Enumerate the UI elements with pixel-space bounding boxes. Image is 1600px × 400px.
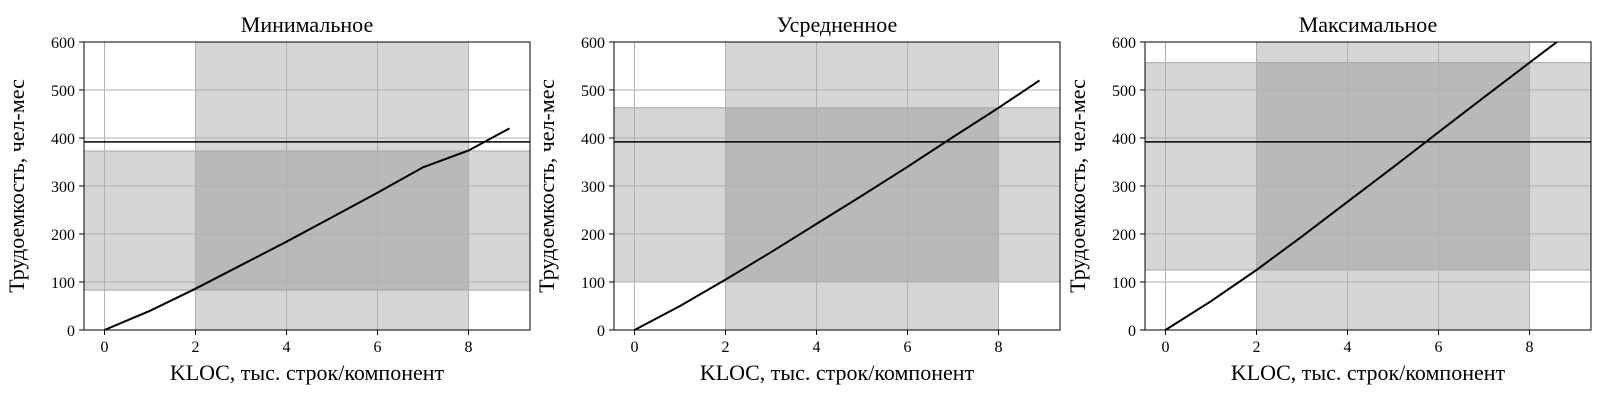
x-tick-label: 6 (904, 339, 912, 356)
x-tick-label: 6 (1435, 339, 1443, 356)
chart-panel-3: 0 2 4 6 8 0 100 200 300 400 500 600 Максимальное KLOC… (1065, 12, 1592, 385)
y-tick-label: 400 (581, 131, 605, 148)
y-tick-label: 200 (51, 227, 75, 244)
y-tick-label: 600 (581, 35, 605, 52)
y-tick-label: 300 (51, 179, 75, 196)
x-tick-label: 2 (722, 339, 730, 356)
y-tick-label: 0 (597, 323, 605, 340)
y-tick-label: 500 (581, 83, 605, 100)
band-overlap (195, 150, 469, 291)
y-tick-label: 100 (1112, 275, 1136, 292)
x-tick-label: 4 (813, 339, 821, 356)
x-tick-label: 8 (995, 339, 1003, 356)
effort-curve (1164, 42, 1558, 330)
x-tick-label: 0 (1161, 339, 1169, 356)
chart-title: Усредненное (777, 12, 897, 37)
plot-area (614, 42, 1060, 330)
chart-panel-2: 0 2 4 6 8 0 100 200 300 400 500 600 Усредненное KLOC,… (534, 12, 1061, 385)
y-tick-label: 0 (67, 323, 75, 340)
y-axis-label: Трудоемкость, чел-мес (4, 79, 29, 293)
effort-curve (634, 79, 1041, 330)
y-axis-label: Трудоемкость, чел-мес (1065, 79, 1090, 293)
y-tick-label: 200 (581, 227, 605, 244)
x-tick-label: 0 (630, 339, 638, 356)
y-tick-label: 100 (51, 275, 75, 292)
x-tick-label: 2 (1253, 339, 1261, 356)
effort-curve (104, 127, 510, 330)
y-axis-label: Трудоемкость, чел-мес (534, 79, 559, 293)
y-tick-label: 400 (1112, 131, 1136, 148)
y-tick-label: 500 (1112, 83, 1136, 100)
y-tick-label: 600 (51, 35, 75, 52)
x-tick-label: 8 (465, 339, 473, 356)
y-tick-label: 400 (51, 131, 75, 148)
chart-title: Минимальное (241, 12, 373, 37)
x-axis-label: KLOC, тыс. строк/компонент (700, 360, 975, 385)
y-tick-label: 300 (581, 179, 605, 196)
x-tick-label: 4 (1344, 339, 1352, 356)
x-tick-label: 6 (374, 339, 382, 356)
x-tick-label: 4 (283, 339, 291, 356)
y-tick-label: 200 (1112, 227, 1136, 244)
y-tick-label: 600 (1112, 35, 1136, 52)
chart-title: Максимальное (1299, 12, 1438, 37)
y-tick-label: 0 (1128, 323, 1136, 340)
plot-area (1145, 42, 1591, 330)
y-tick-label: 300 (1112, 179, 1136, 196)
x-axis-label: KLOC, тыс. строк/компонент (1231, 360, 1506, 385)
y-tick-label: 500 (51, 83, 75, 100)
y-tick-label: 100 (581, 275, 605, 292)
x-tick-label: 8 (1526, 339, 1534, 356)
plot-area (84, 42, 530, 330)
x-axis-label: KLOC, тыс. строк/компонент (170, 360, 445, 385)
x-tick-label: 0 (100, 339, 108, 356)
chart-panel-1: 0 2 4 6 8 0 100 200 300 400 500 600 Минимальное KLOC,… (4, 12, 531, 385)
x-tick-label: 2 (192, 339, 200, 356)
